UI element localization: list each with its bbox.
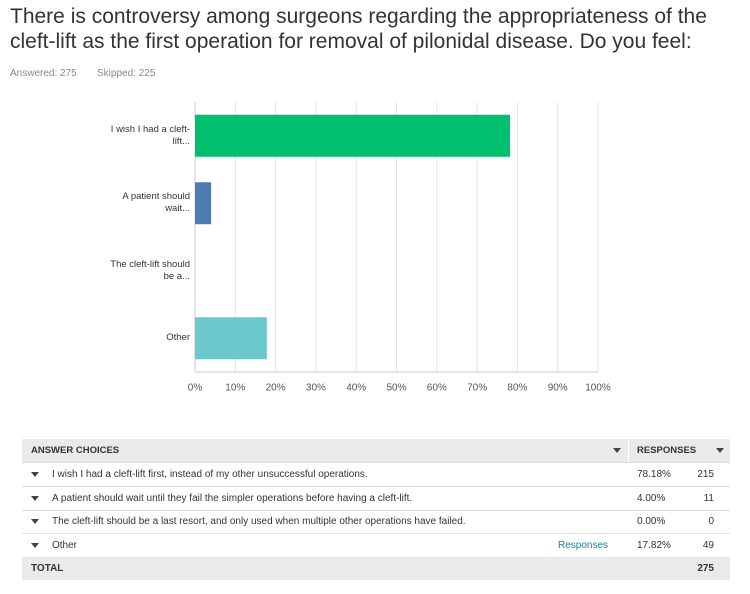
answer-choice: A patient should wait until they fail th… <box>52 492 413 504</box>
category-label: A patient should wait... <box>122 191 190 215</box>
table-header: ANSWER CHOICES RESPONSES <box>22 439 730 463</box>
caret[interactable] <box>31 542 39 549</box>
bar <box>195 317 267 360</box>
x-tick-label: 90% <box>548 383 568 394</box>
bar <box>195 114 511 157</box>
chart: 0% 10% 20% 30% 40% 50% 60% 70% 80% 90% 100% <box>188 102 611 394</box>
caret-icon <box>31 495 39 501</box>
category-label: I wish I had a cleft-lift... <box>110 123 190 147</box>
table-row: Other Responses 17.82% 49 <box>22 534 730 558</box>
bar <box>195 182 212 225</box>
answer-choice: I wish I had a cleft-lift first, instead… <box>52 469 368 480</box>
category-label: The cleft-lift should be a... <box>110 258 190 282</box>
response-count: 215 <box>697 469 714 480</box>
answer-choice: The cleft-lift should be a last resort, … <box>52 516 466 527</box>
caret[interactable] <box>31 495 39 502</box>
answered-count: 275 <box>60 68 77 79</box>
header-divider <box>628 439 629 462</box>
table-total: TOTAL 275 <box>22 557 730 580</box>
skipped: Skipped: 225 <box>97 68 155 79</box>
table-row: The cleft-lift should be a last resort, … <box>22 510 730 534</box>
x-tick-label: 100% <box>585 383 611 394</box>
response-percent: 17.82% <box>637 539 671 551</box>
caret[interactable] <box>716 448 724 454</box>
question-line: cleft-lift as the first operation for re… <box>10 30 692 53</box>
x-tick-label: 60% <box>427 383 447 394</box>
table-row: I wish I had a cleft-lift first, instead… <box>22 463 730 487</box>
x-tick-label: 50% <box>386 383 406 394</box>
response-count: 11 <box>703 492 714 504</box>
answer-choice: Other <box>52 539 78 551</box>
category-label: Other <box>166 332 190 344</box>
responses-link[interactable]: Responses <box>558 539 609 551</box>
total-label: TOTAL <box>31 563 64 574</box>
table-row: A patient should wait until they fail th… <box>22 487 730 511</box>
total-count: 275 <box>697 563 714 574</box>
x-tick-label: 40% <box>346 383 366 394</box>
x-tick-label: 10% <box>225 383 245 394</box>
caret-icon <box>31 472 39 477</box>
x-tick-label: 0% <box>188 383 203 394</box>
caret[interactable] <box>31 519 39 525</box>
response-count: 49 <box>702 539 714 551</box>
caret-icon <box>31 519 39 524</box>
caret[interactable] <box>613 448 621 454</box>
question-line: There is controversy among surgeons rega… <box>10 5 707 28</box>
response-count: 0 <box>708 516 714 527</box>
caret[interactable] <box>31 472 39 478</box>
x-tick-label: 70% <box>467 383 487 394</box>
answered: Answered: 275 <box>10 68 77 79</box>
header-choices: ANSWER CHOICES <box>31 445 120 456</box>
caret-icon <box>716 448 724 453</box>
response-percent: 78.18% <box>637 469 671 480</box>
response-percent: 0.00% <box>637 516 666 527</box>
caret-icon <box>31 542 39 548</box>
response-percent: 4.00% <box>637 492 666 504</box>
x-tick-label: 20% <box>266 383 286 394</box>
x-tick-label: 80% <box>507 383 527 394</box>
skipped-count: 225 <box>138 68 156 79</box>
answered-label: Answered: <box>10 68 58 79</box>
x-tick-label: 30% <box>306 383 326 394</box>
header-responses: RESPONSES <box>637 445 697 456</box>
skipped-label: Skipped: <box>97 68 136 79</box>
caret-icon <box>613 448 621 453</box>
